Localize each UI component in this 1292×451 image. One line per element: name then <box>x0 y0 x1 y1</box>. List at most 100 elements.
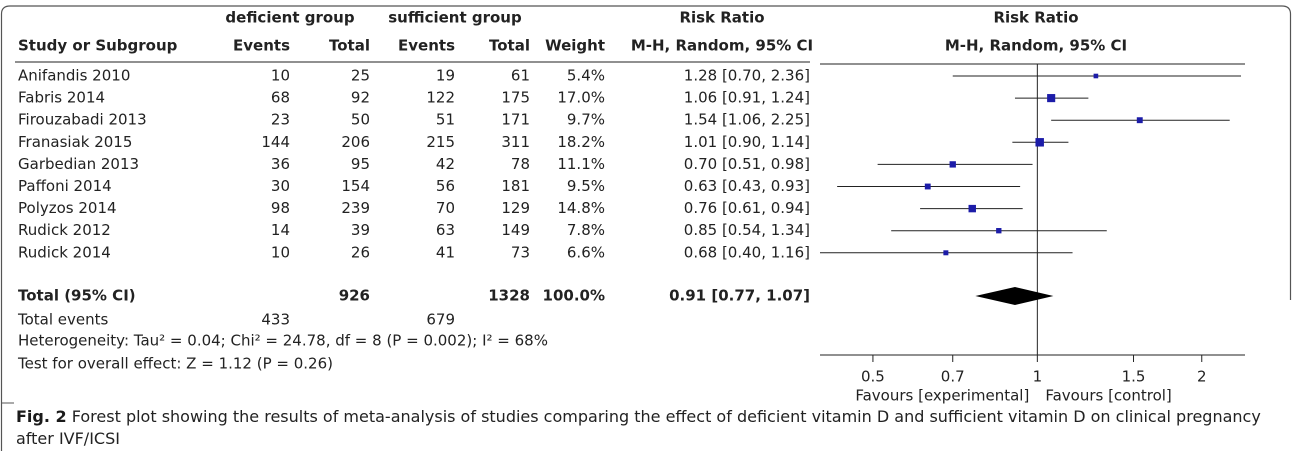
cell: 25 <box>351 67 370 85</box>
point-estimate <box>924 183 931 190</box>
cell: 11.1% <box>557 155 605 173</box>
cell: 73 <box>511 243 530 261</box>
cell: Anifandis 2010 <box>18 67 130 85</box>
cell: Paffoni 2014 <box>18 177 112 195</box>
column-header: Weight <box>545 37 605 55</box>
x-label: Favours [control] <box>1045 387 1171 405</box>
total-weight: 100.0% <box>543 287 605 305</box>
cell: Firouzabadi 2013 <box>18 111 147 129</box>
plot-header: Risk Ratio <box>993 9 1078 27</box>
cell: 7.8% <box>567 221 605 239</box>
ci-label: 1.01 [0.90, 1.14] <box>684 133 810 151</box>
cell: 206 <box>341 133 370 151</box>
group-header: sufficient group <box>388 9 522 27</box>
ci-label: 1.06 [0.91, 1.24] <box>684 89 810 107</box>
cell: 26 <box>351 243 370 261</box>
cell: 129 <box>501 199 530 217</box>
total-events: Total events <box>17 311 109 329</box>
column-header: Total <box>489 37 530 55</box>
column-header: Total <box>329 37 370 55</box>
total-events2: 679 <box>426 311 455 329</box>
x-tick-label: 1.5 <box>1122 368 1146 386</box>
cell: 63 <box>436 221 455 239</box>
cell: 239 <box>341 199 370 217</box>
cell: 5.4% <box>567 67 605 85</box>
ci-label: 1.54 [1.06, 2.25] <box>684 111 810 129</box>
x-tick-label: 2 <box>1197 368 1207 386</box>
frame <box>0 5 1292 451</box>
total-ci: 0.91 [0.77, 1.07] <box>669 287 810 305</box>
column-header: Events <box>233 37 290 55</box>
cell: 23 <box>271 111 290 129</box>
caption-text: Forest plot showing the results of meta-… <box>16 407 1261 448</box>
cell: 10 <box>271 243 290 261</box>
cell: 68 <box>271 89 290 107</box>
point-estimate <box>1035 138 1044 147</box>
cell: 311 <box>501 133 530 151</box>
total-total1: 926 <box>339 287 370 305</box>
heterogeneity: Heterogeneity: Tau² = 0.04; Chi² = 24.78… <box>18 332 548 350</box>
ci-label: 0.85 [0.54, 1.34] <box>684 221 810 239</box>
cell: 181 <box>501 177 530 195</box>
column-header: Events <box>398 37 455 55</box>
cell: Rudick 2012 <box>18 221 111 239</box>
effect-subheader: M-H, Random, 95% CI <box>631 37 813 55</box>
cell: 122 <box>426 89 455 107</box>
cell: Polyzos 2014 <box>18 199 117 217</box>
ci-label: 0.68 [0.40, 1.16] <box>684 243 810 261</box>
cell: Franasiak 2015 <box>18 133 132 151</box>
cell: 61 <box>511 67 530 85</box>
ci-label: 0.76 [0.61, 0.94] <box>684 199 810 217</box>
point-estimate <box>943 250 949 256</box>
total-name: Total (95% CI) <box>18 287 136 305</box>
cell: 19 <box>436 67 455 85</box>
cell: 42 <box>436 155 455 173</box>
overall-effect: Test for overall effect: Z = 1.12 (P = 0… <box>17 355 333 373</box>
cell: 175 <box>501 89 530 107</box>
caption-label: Fig. 2 <box>16 407 67 426</box>
cell: Rudick 2014 <box>18 243 111 261</box>
x-tick-label: 1 <box>1033 368 1043 386</box>
cell: 17.0% <box>557 89 605 107</box>
cell: 14.8% <box>557 199 605 217</box>
cell: 98 <box>271 199 290 217</box>
column-header: Study or Subgroup <box>18 37 178 55</box>
ci-label: 1.28 [0.70, 2.36] <box>684 67 810 85</box>
cell: 50 <box>351 111 370 129</box>
x-tick-label: 0.5 <box>861 368 885 386</box>
group-header: deficient group <box>225 9 354 27</box>
cell: Fabris 2014 <box>18 89 105 107</box>
ci-label: 0.63 [0.43, 0.93] <box>684 177 810 195</box>
point-estimate <box>949 161 956 168</box>
cell: 92 <box>351 89 370 107</box>
cell: 9.7% <box>567 111 605 129</box>
cell: Garbedian 2013 <box>18 155 139 173</box>
cell: 6.6% <box>567 243 605 261</box>
cell: 10 <box>271 67 290 85</box>
cell: 78 <box>511 155 530 173</box>
cell: 70 <box>436 199 455 217</box>
cell: 36 <box>271 155 290 173</box>
x-tick-label: 0.7 <box>941 368 965 386</box>
effect-header: Risk Ratio <box>679 9 764 27</box>
cell: 95 <box>351 155 370 173</box>
cell: 149 <box>501 221 530 239</box>
plot-subheader: M-H, Random, 95% CI <box>945 37 1127 55</box>
total-total2: 1328 <box>488 287 530 305</box>
point-estimate <box>996 228 1002 234</box>
diamond <box>975 287 1054 305</box>
point-estimate <box>968 204 976 213</box>
total-events1: 433 <box>261 311 290 329</box>
point-estimate <box>1093 73 1099 79</box>
cell: 30 <box>271 177 290 195</box>
cell: 56 <box>436 177 455 195</box>
ci-label: 0.70 [0.51, 0.98] <box>684 155 810 173</box>
cell: 215 <box>426 133 455 151</box>
cell: 39 <box>351 221 370 239</box>
cell: 144 <box>261 133 290 151</box>
point-estimate <box>1047 94 1056 103</box>
caption: Fig. 2 Forest plot showing the results o… <box>16 406 1266 450</box>
cell: 171 <box>501 111 530 129</box>
